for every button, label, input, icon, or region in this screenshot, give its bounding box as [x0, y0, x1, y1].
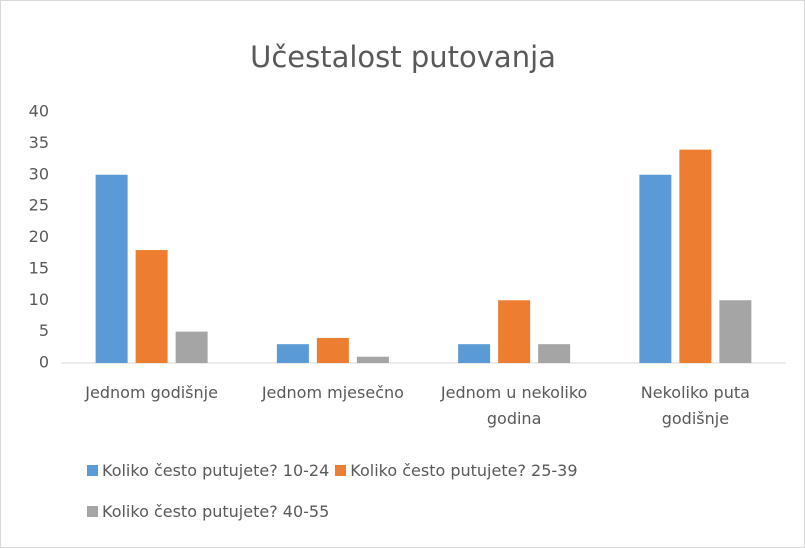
bar — [639, 174, 672, 363]
legend-swatch — [87, 465, 98, 476]
y-tick-label: 20 — [29, 227, 49, 246]
legend-swatch — [87, 506, 98, 517]
x-tick-label: Nekoliko puta godišnje — [640, 383, 750, 428]
chart-title: Učestalost putovanja — [250, 40, 556, 74]
legend-item: Koliko često putujete? 25-39 — [335, 461, 578, 480]
bar — [498, 300, 531, 363]
legend-swatch — [335, 465, 347, 476]
bar — [276, 344, 309, 363]
x-tick-label: Jednom u nekoliko godina — [440, 383, 588, 428]
x-tick-label: Jednom mjesečno — [261, 383, 404, 402]
bar — [316, 337, 349, 363]
x-tick-label: Jednom godišnje — [85, 383, 218, 402]
legend: Koliko često putujete? 10-24 Koliko često… — [87, 461, 747, 521]
bar — [719, 300, 752, 363]
bar — [175, 331, 208, 363]
y-tick-label: 15 — [29, 258, 49, 277]
bar — [679, 149, 712, 363]
legend-item: Koliko često putujete? 40-55 — [87, 502, 329, 521]
bar — [458, 344, 491, 363]
legend-label: Koliko često putujete? 10-24 — [102, 461, 330, 480]
bar — [95, 174, 128, 363]
legend-item: Koliko često putujete? 10-24 — [87, 461, 329, 480]
y-tick-label: 10 — [29, 290, 49, 309]
y-tick-label: 0 — [39, 353, 49, 372]
y-tick-label: 30 — [29, 164, 49, 183]
legend-label: Koliko često putujete? 40-55 — [102, 502, 330, 521]
legend-label: Koliko često putujete? 25-39 — [350, 461, 578, 480]
y-tick-label: 35 — [29, 133, 49, 152]
y-tick-label: 25 — [29, 196, 49, 215]
bar — [135, 250, 168, 363]
bar — [538, 344, 571, 363]
y-tick-label: 40 — [29, 102, 49, 121]
bar — [356, 356, 389, 363]
y-tick-label: 5 — [39, 321, 49, 340]
